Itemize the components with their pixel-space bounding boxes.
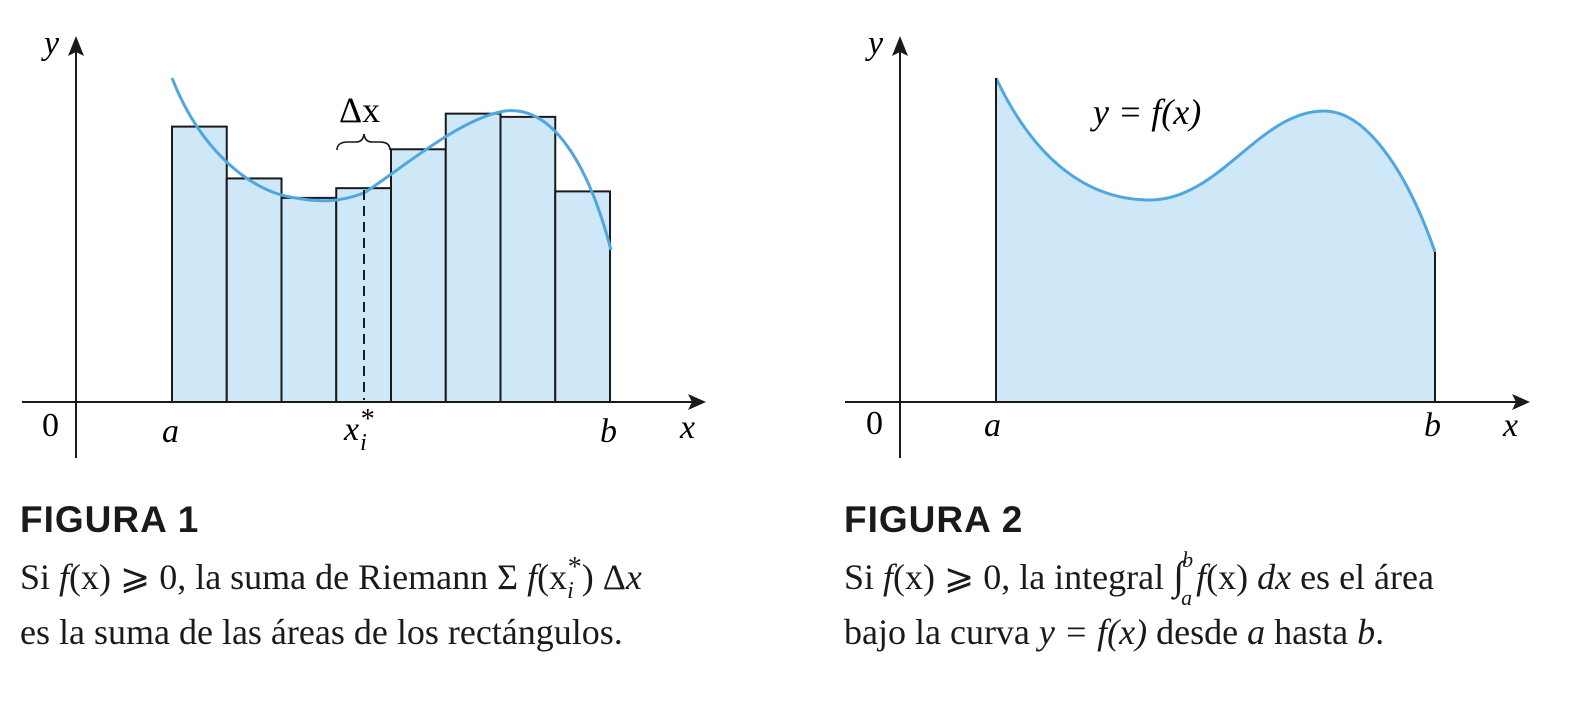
figure-2-title: FIGURA 2 xyxy=(844,499,1023,540)
x-axis-arrow-icon xyxy=(688,394,706,410)
xi-star-label: xi* xyxy=(343,404,375,456)
delta-x-brace xyxy=(336,133,391,151)
riemann-rectangle xyxy=(171,125,228,403)
b-label: b xyxy=(600,413,617,450)
delta-x-label: Δx xyxy=(339,90,380,130)
figure-1-caption-line-1: Si f(x) ⩾ 0, la suma de Riemann Σ f(xi*)… xyxy=(20,552,642,604)
y-axis-label: y xyxy=(865,25,884,62)
riemann-rectangle xyxy=(554,190,611,403)
riemann-rectangle xyxy=(499,115,557,403)
area-under-curve xyxy=(996,78,1435,402)
x-axis-arrow-icon xyxy=(1512,394,1530,410)
figure-2-caption-line-2: bajo la curva y = f(x) desde a hasta b. xyxy=(844,612,1384,652)
origin-label: 0 xyxy=(866,405,883,442)
riemann-rectangle xyxy=(444,112,502,403)
a-label: a xyxy=(162,413,179,450)
riemann-rectangle xyxy=(390,148,447,403)
figure-1: Δx y x 0 a b xi* xyxy=(22,25,706,458)
origin-label: 0 xyxy=(42,407,59,444)
y-axis-label: y xyxy=(41,25,60,62)
figure-2-caption-line-1: Si f(x) ⩾ 0, la integral ∫b af(x) dx es e… xyxy=(844,547,1434,610)
figure-1-title: FIGURA 1 xyxy=(20,499,199,540)
function-curve xyxy=(994,77,1437,253)
b-label: b xyxy=(1424,407,1441,444)
function-curve xyxy=(170,77,613,251)
figure-2: y = f(x) y x 0 a b xyxy=(845,25,1530,458)
y-axis-arrow-icon xyxy=(892,36,908,56)
y-axis-arrow-icon xyxy=(68,36,84,56)
x-axis-label: x xyxy=(679,409,695,446)
riemann-rectangles xyxy=(171,112,611,403)
x-axis-label: x xyxy=(1502,407,1518,444)
a-label: a xyxy=(984,407,1001,444)
figure-1-caption-line-2: es la suma de las áreas de los rectángul… xyxy=(20,612,623,652)
curve-label: y = f(x) xyxy=(1090,92,1201,132)
riemann-rectangle xyxy=(225,177,283,403)
riemann-rectangle xyxy=(280,196,338,403)
